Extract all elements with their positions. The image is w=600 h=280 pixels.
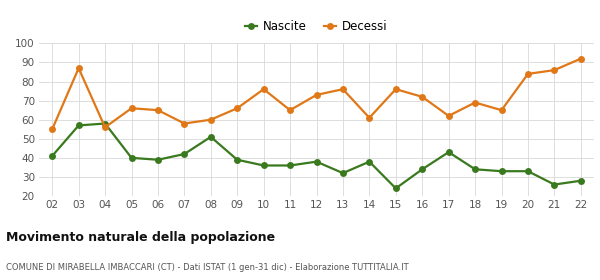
Nascite bbox=[49, 154, 56, 158]
Text: COMUNE DI MIRABELLA IMBACCARI (CT) - Dati ISTAT (1 gen-31 dic) - Elaborazione TU: COMUNE DI MIRABELLA IMBACCARI (CT) - Dat… bbox=[6, 263, 409, 272]
Nascite bbox=[233, 158, 241, 162]
Nascite bbox=[75, 124, 82, 127]
Nascite bbox=[313, 160, 320, 163]
Nascite bbox=[286, 164, 293, 167]
Nascite bbox=[498, 169, 505, 173]
Nascite bbox=[101, 122, 109, 125]
Decessi bbox=[49, 128, 56, 131]
Decessi bbox=[551, 68, 558, 72]
Decessi bbox=[577, 57, 584, 60]
Decessi bbox=[233, 107, 241, 110]
Decessi bbox=[366, 116, 373, 120]
Nascite bbox=[551, 183, 558, 186]
Nascite bbox=[154, 158, 161, 162]
Decessi bbox=[445, 114, 452, 118]
Decessi bbox=[260, 87, 267, 91]
Nascite bbox=[577, 179, 584, 183]
Decessi bbox=[524, 72, 532, 76]
Nascite bbox=[340, 171, 347, 175]
Nascite bbox=[524, 169, 532, 173]
Nascite bbox=[366, 160, 373, 163]
Decessi bbox=[181, 122, 188, 125]
Nascite bbox=[128, 156, 135, 160]
Decessi bbox=[472, 101, 479, 104]
Nascite bbox=[260, 164, 267, 167]
Nascite bbox=[207, 135, 214, 139]
Decessi bbox=[286, 108, 293, 112]
Nascite bbox=[472, 168, 479, 171]
Line: Decessi: Decessi bbox=[49, 55, 584, 133]
Decessi bbox=[392, 87, 400, 91]
Nascite bbox=[181, 152, 188, 156]
Decessi bbox=[75, 67, 82, 70]
Decessi bbox=[419, 95, 426, 99]
Decessi bbox=[313, 93, 320, 97]
Nascite bbox=[419, 168, 426, 171]
Decessi bbox=[101, 126, 109, 129]
Decessi bbox=[340, 87, 347, 91]
Legend: Nascite, Decessi: Nascite, Decessi bbox=[241, 16, 392, 38]
Decessi bbox=[207, 118, 214, 122]
Decessi bbox=[128, 107, 135, 110]
Decessi bbox=[154, 108, 161, 112]
Nascite bbox=[392, 187, 400, 190]
Nascite bbox=[445, 150, 452, 154]
Text: Movimento naturale della popolazione: Movimento naturale della popolazione bbox=[6, 231, 275, 244]
Decessi bbox=[498, 108, 505, 112]
Line: Nascite: Nascite bbox=[49, 120, 584, 192]
